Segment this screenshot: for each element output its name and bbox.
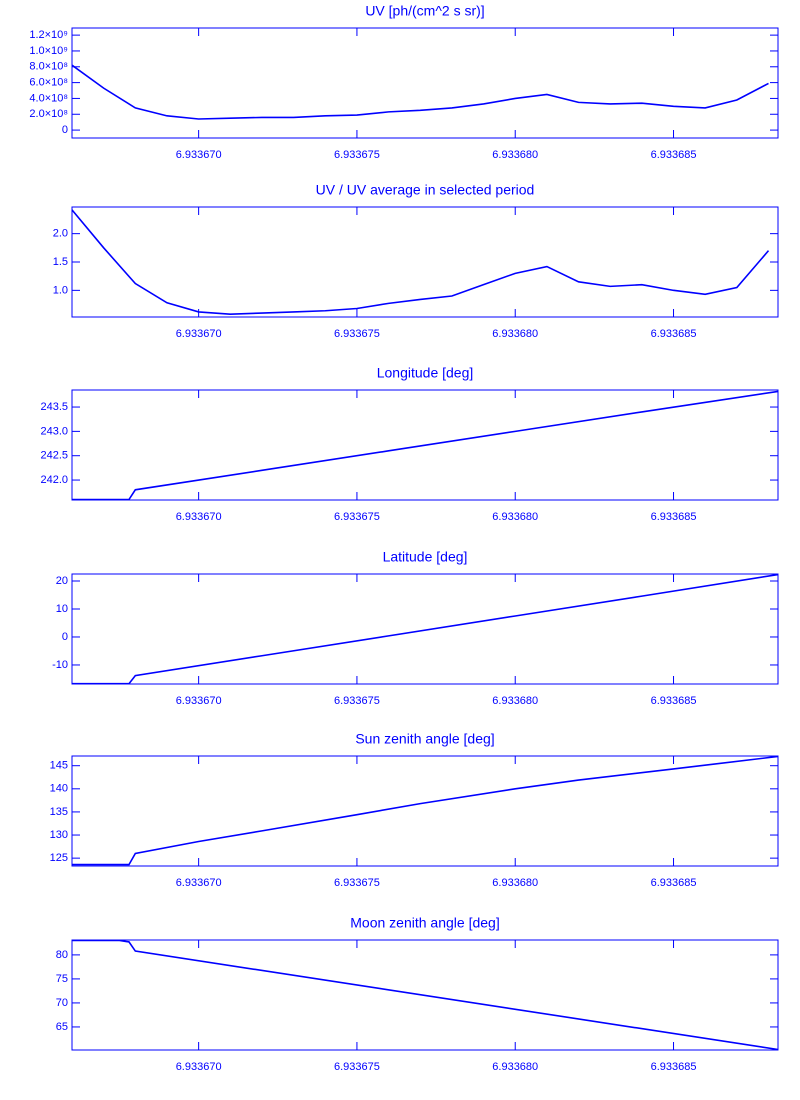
x-tick-label: 6.933670	[176, 877, 222, 889]
x-tick-label: 6.933680	[492, 695, 538, 707]
x-tick-label: 6.933675	[334, 328, 380, 340]
plot-frame	[71, 755, 779, 867]
y-tick-label: 243.0	[40, 425, 68, 437]
x-tick-label: 6.933685	[651, 695, 697, 707]
y-tick-label: 130	[50, 829, 68, 841]
chart-title: Latitude [deg]	[383, 549, 468, 565]
x-tick-label: 6.933670	[176, 149, 222, 161]
y-tick-label: -10	[52, 659, 68, 671]
plot-frame	[71, 939, 779, 1051]
y-tick-label: 242.0	[40, 474, 68, 486]
data-line	[71, 209, 770, 315]
x-tick-label: 6.933680	[492, 1061, 538, 1073]
x-tick-label: 6.933670	[176, 695, 222, 707]
chart-title: UV [ph/(cm^2 s sr)]	[365, 3, 484, 19]
chart-title: Moon zenith angle [deg]	[350, 915, 499, 931]
x-tick-label: 6.933680	[492, 328, 538, 340]
x-tick-label: 6.933670	[176, 511, 222, 523]
y-tick-label: 6.0×10⁸	[29, 77, 68, 89]
y-tick-label: 0	[62, 124, 68, 136]
y-tick-label: 70	[56, 997, 68, 1009]
x-tick-label: 6.933680	[492, 511, 538, 523]
y-tick-label: 75	[56, 973, 68, 985]
x-tick-label: 6.933685	[651, 511, 697, 523]
x-tick-label: 6.933675	[334, 1061, 380, 1073]
y-tick-label: 65	[56, 1021, 68, 1033]
data-line	[72, 573, 779, 685]
plot-frame	[71, 27, 779, 139]
x-tick-label: 6.933670	[176, 328, 222, 340]
y-tick-label: 1.5	[53, 256, 68, 268]
x-tick-label: 6.933685	[651, 877, 697, 889]
y-tick-label: 1.2×10⁹	[29, 29, 68, 41]
y-tick-label: 1.0×10⁹	[29, 45, 68, 57]
x-tick-label: 6.933675	[334, 511, 380, 523]
y-tick-label: 10	[56, 603, 68, 615]
data-line	[71, 64, 769, 120]
y-tick-label: 8.0×10⁸	[29, 61, 68, 73]
chart-title: Sun zenith angle [deg]	[355, 731, 494, 747]
y-tick-label: 2.0	[53, 228, 68, 240]
y-tick-label: 145	[50, 760, 68, 772]
y-tick-label: 140	[50, 783, 68, 795]
x-tick-label: 6.933670	[176, 1061, 222, 1073]
plot-frame	[71, 573, 779, 685]
y-tick-label: 135	[50, 806, 68, 818]
plot-frame	[71, 389, 779, 501]
x-tick-label: 6.933685	[651, 328, 697, 340]
y-tick-label: 0	[62, 631, 68, 643]
data-line	[72, 755, 779, 866]
y-tick-label: 2.0×10⁸	[29, 108, 68, 120]
chart-title: UV / UV average in selected period	[316, 182, 535, 198]
x-tick-label: 6.933680	[492, 877, 538, 889]
data-line	[72, 390, 779, 501]
y-tick-label: 242.5	[40, 450, 68, 462]
x-tick-label: 6.933675	[334, 695, 380, 707]
y-tick-label: 80	[56, 949, 68, 961]
y-tick-label: 20	[56, 575, 68, 587]
x-tick-label: 6.933675	[334, 877, 380, 889]
chart-title: Longitude [deg]	[377, 365, 474, 381]
x-tick-label: 6.933685	[651, 1061, 697, 1073]
x-tick-label: 6.933680	[492, 149, 538, 161]
y-tick-label: 1.0	[53, 284, 68, 296]
data-line	[72, 939, 779, 1051]
x-tick-label: 6.933675	[334, 149, 380, 161]
y-tick-label: 243.5	[40, 401, 68, 413]
y-tick-label: 4.0×10⁸	[29, 92, 68, 104]
plot-frame	[71, 206, 779, 318]
x-tick-label: 6.933685	[651, 149, 697, 161]
y-tick-label: 125	[50, 852, 68, 864]
